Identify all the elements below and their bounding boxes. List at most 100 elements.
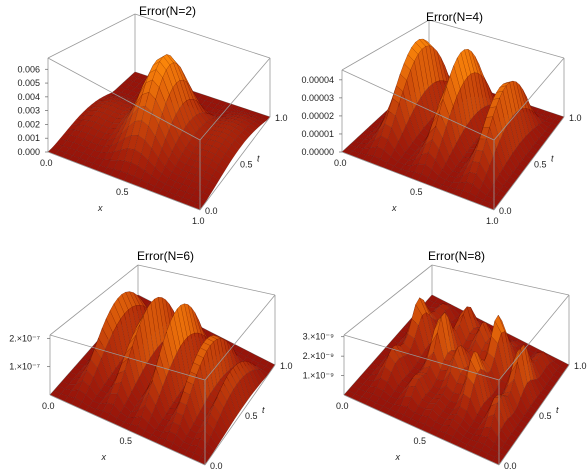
box-edge (49, 334, 206, 381)
surface-mesh (343, 294, 570, 466)
z-tick-label: 0.00000 (301, 147, 334, 157)
t-axis-label: t (556, 405, 559, 415)
z-tick-label: 2.×10⁻⁷ (9, 333, 40, 343)
box-edge (199, 116, 271, 211)
z-tick-label: 0.005 (17, 78, 40, 88)
surface-cell (217, 414, 228, 436)
chart-panel-n8: Error(N=8) 0.00.51.0x0.00.51.0t1.×10⁻⁹2.… (294, 235, 588, 475)
t-tick-label: 1.0 (275, 113, 288, 123)
t-tick-label: 0.5 (240, 160, 253, 170)
surface-plot: 0.00.51.0x0.00.51.0t1.×10⁻⁷2.×10⁻⁷ (9, 264, 293, 475)
surface-plot: 0.0 0.5 1.0 x 0.0 0.5 1.0 t 0.000 0.001 0.002 0.003… (17, 13, 288, 226)
t-tick-label: 0.0 (210, 461, 223, 470)
chart-title: Error(N=4) (426, 10, 484, 24)
surface-cell (241, 128, 252, 139)
surface-cell (247, 123, 258, 132)
surface-cell (225, 148, 236, 160)
z-tick-label: 0.00003 (301, 93, 334, 103)
t-tick-label: 1.0 (569, 113, 582, 123)
z-tick-label: 0.00004 (301, 75, 334, 85)
z-tick-label: 0.001 (17, 133, 40, 143)
t-axis-label: t (551, 154, 554, 164)
surface-cell (223, 400, 234, 426)
x-axis-label: x (97, 203, 103, 213)
box-edge (343, 334, 500, 381)
box-edge (343, 264, 433, 336)
box-edge (204, 294, 276, 381)
t-tick-label: 0.5 (534, 160, 547, 170)
x-tick-label: 0.5 (410, 187, 423, 197)
x-tick-label: 0.0 (334, 158, 347, 168)
box-edge (498, 294, 570, 381)
t-tick-label: 0.0 (205, 206, 218, 216)
z-tick-label: 0.00002 (301, 111, 334, 121)
x-axis-label: x (101, 452, 107, 462)
surface-cell (236, 379, 247, 407)
chart-panel-n2: Error(N=2) 0.0 0.5 1.0 x 0.0 0.5 1.0 t 0.000 0.00… (0, 0, 294, 235)
z-tick-label: 0.006 (17, 64, 40, 74)
t-tick-label: 1.0 (574, 361, 587, 371)
chart-title: Error(N=2) (139, 4, 197, 18)
x-tick-label: 1.0 (192, 216, 205, 226)
surface-cell (220, 407, 231, 431)
chart-title: Error(N=6) (137, 249, 195, 263)
x-tick-label: 0.0 (336, 401, 349, 411)
z-tick-label: 0.002 (17, 119, 40, 129)
z-tick-label: 0.00001 (301, 129, 334, 139)
x-tick-label: 1.0 (486, 216, 499, 226)
chart-panel-n6: Error(N=6) 0.00.51.0x0.00.51.0t1.×10⁻⁷2.… (0, 235, 294, 475)
box-edge (134, 13, 271, 59)
box-edge (493, 57, 565, 141)
x-axis-label: x (391, 203, 397, 213)
box-edge (493, 116, 565, 211)
t-axis-label: t (262, 405, 265, 415)
box-edge (204, 364, 276, 466)
x-tick-label: 0.0 (40, 158, 53, 168)
surface-cell (239, 376, 250, 403)
box-edge (341, 19, 430, 71)
box-edge (343, 394, 500, 466)
surface-cell (250, 121, 261, 129)
box-edge (47, 151, 201, 211)
surface-cell (252, 369, 263, 386)
z-tick-label: 1.×10⁻⁷ (9, 362, 40, 372)
t-tick-label: 0.0 (499, 206, 512, 216)
t-tick-label: 0.5 (539, 411, 552, 421)
box-edge (341, 151, 495, 211)
x-axis-label: x (395, 452, 401, 462)
z-tick-label: 3.×10⁻⁹ (303, 332, 335, 342)
z-tick-label: 0.004 (17, 92, 40, 102)
box-edge (49, 264, 139, 336)
x-tick-label: 0.5 (116, 187, 129, 197)
t-axis-label: t (257, 154, 260, 164)
chart-panel-n4: Error(N=4) 0.0 0.5 1.0 x 0.0 0.5 1.0 t 0.00000 0.… (294, 0, 588, 235)
surface-cell (233, 384, 244, 412)
surface-mesh (49, 291, 276, 466)
box-edge (49, 394, 206, 466)
surface-mesh (341, 38, 565, 211)
t-tick-label: 0.0 (504, 461, 517, 470)
box-edge (137, 264, 276, 296)
surface-cell (204, 443, 215, 456)
box-edge (498, 364, 570, 466)
box-edge (199, 57, 271, 141)
surface-cell (244, 126, 255, 135)
z-tick-label: 0.000 (17, 147, 40, 157)
surface-cell (215, 164, 226, 176)
z-tick-label: 0.003 (17, 106, 40, 116)
surface-plot: 0.00.51.0x0.00.51.0t1.×10⁻⁹2.×10⁻⁹3.×10⁻… (303, 264, 587, 475)
box-edge (341, 69, 495, 141)
x-tick-label: 0.5 (414, 436, 427, 446)
surface-mesh (47, 54, 271, 211)
box-edge (428, 19, 565, 59)
box-edge (47, 57, 201, 141)
box-edge (431, 264, 570, 296)
surface-plot: 0.0 0.5 1.0 x 0.0 0.5 1.0 t 0.00000 0.00001 0.0000… (301, 19, 582, 226)
x-tick-label: 0.5 (120, 436, 133, 446)
box-edge (47, 13, 136, 59)
z-tick-label: 1.×10⁻⁹ (303, 371, 335, 381)
chart-title: Error(N=8) (428, 249, 486, 263)
t-tick-label: 1.0 (280, 361, 293, 371)
z-tick-label: 2.×10⁻⁹ (303, 351, 335, 361)
x-tick-label: 0.0 (42, 401, 55, 411)
